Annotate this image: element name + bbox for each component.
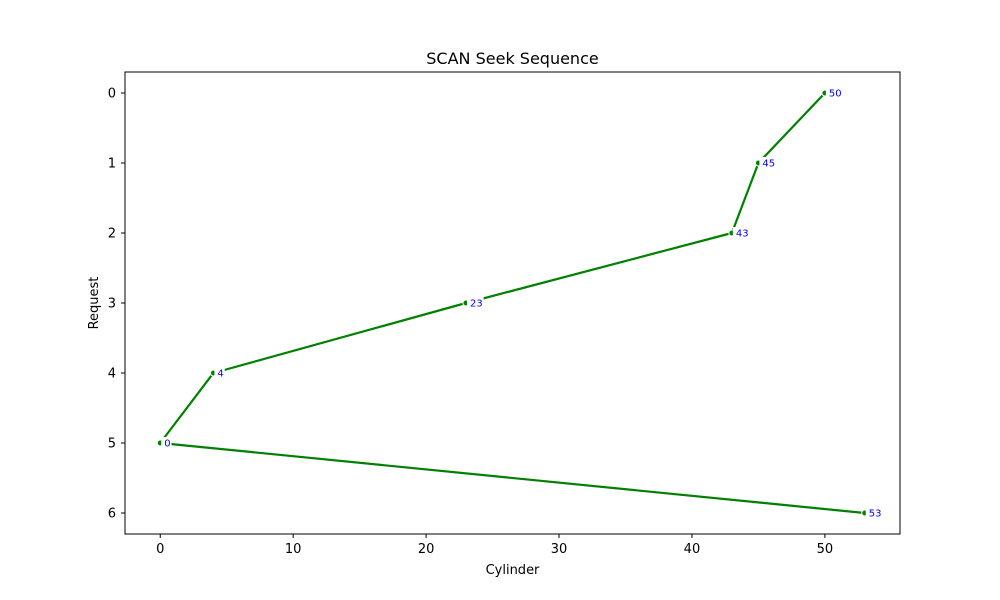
y-tick-label: 6	[108, 507, 116, 522]
x-tick-label: 30	[551, 542, 568, 557]
y-axis-label: Request	[87, 277, 102, 330]
y-tick-label: 5	[108, 437, 116, 452]
data-label-background	[161, 437, 172, 449]
chart-title: SCAN Seek Sequence	[426, 49, 598, 68]
data-label-background	[759, 157, 777, 169]
data-label-background	[865, 507, 883, 519]
data-label-background	[732, 227, 750, 239]
y-tick-label: 0	[108, 87, 116, 102]
x-tick-label: 40	[684, 542, 701, 557]
x-tick-label: 10	[285, 542, 302, 557]
x-tick-label: 50	[817, 542, 834, 557]
x-tick-label: 20	[418, 542, 435, 557]
y-tick-label: 4	[108, 367, 116, 382]
data-label: 0	[164, 439, 170, 450]
data-label: 23	[470, 299, 483, 310]
x-axis-label: Cylinder	[486, 563, 540, 578]
plot-area: 50 45 43 23 4 0 53	[156, 87, 883, 520]
y-tick-label: 3	[108, 297, 116, 312]
data-label-background	[466, 297, 484, 309]
data-label-background	[825, 87, 843, 99]
data-label: 4	[217, 369, 223, 380]
data-label: 43	[736, 229, 749, 240]
y-tick-label: 2	[108, 227, 116, 242]
data-label: 45	[762, 159, 775, 170]
data-label-background	[214, 367, 225, 379]
y-tick-label: 1	[108, 157, 116, 172]
data-label: 50	[829, 89, 842, 100]
data-label: 53	[869, 509, 882, 520]
x-tick-label: 0	[156, 542, 164, 557]
